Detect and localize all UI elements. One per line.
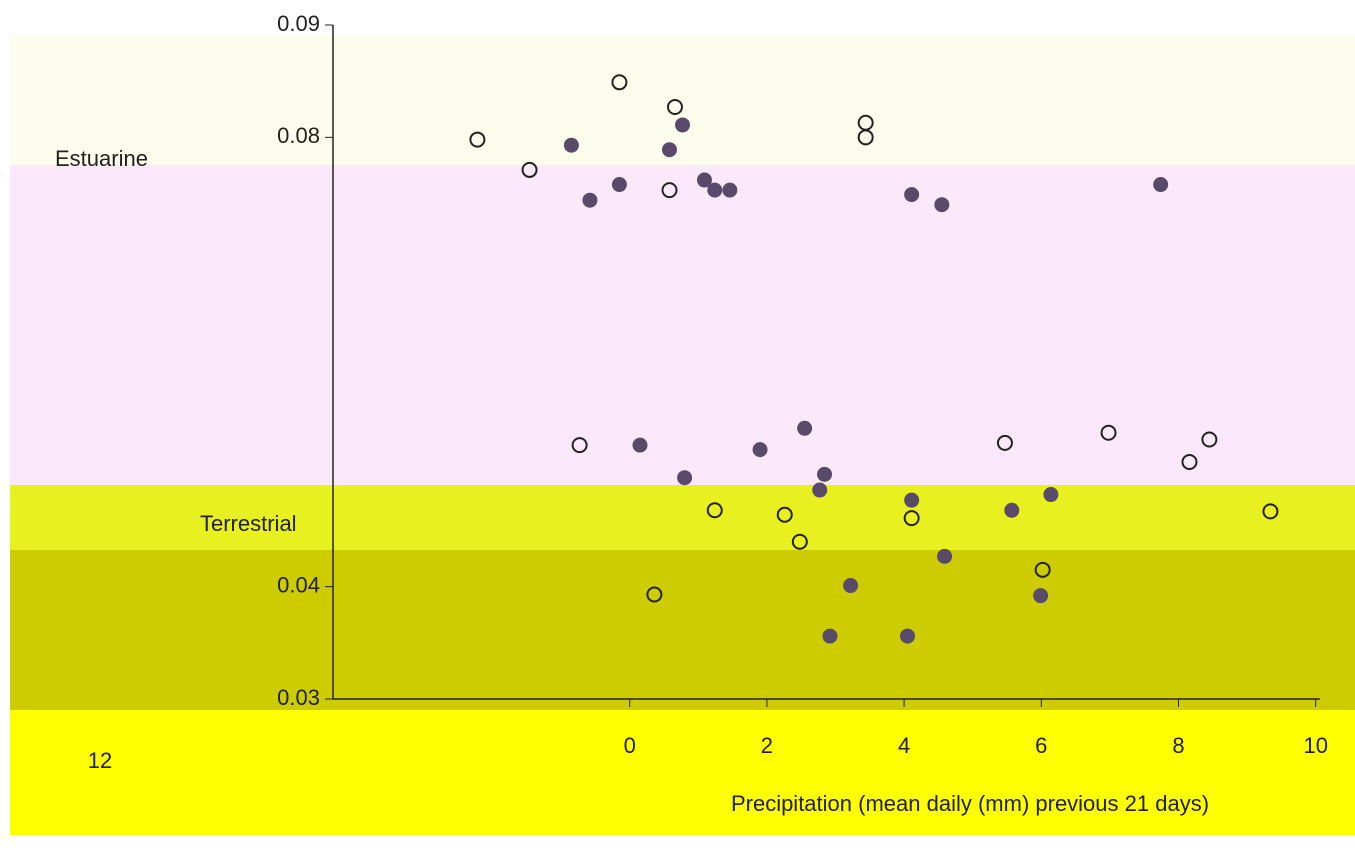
data-point — [1043, 487, 1059, 503]
data-point — [900, 628, 916, 644]
data-point — [791, 533, 808, 550]
band-background — [10, 165, 1355, 485]
x-tick-label: 6 — [1035, 733, 1047, 758]
data-point — [857, 129, 874, 146]
data-point — [722, 182, 738, 198]
band-background — [10, 485, 1355, 550]
data-point — [611, 177, 627, 193]
annotation: 12 — [88, 748, 112, 773]
data-point — [812, 482, 828, 498]
band-background — [10, 35, 1355, 165]
data-point — [752, 442, 768, 458]
data-point — [1153, 177, 1169, 193]
annotation: Estuarine — [55, 146, 148, 171]
data-point — [934, 197, 950, 213]
data-point — [1033, 588, 1049, 604]
data-point — [675, 117, 691, 133]
data-point — [1100, 424, 1117, 441]
data-point — [1181, 453, 1198, 470]
annotation: Terrestrial — [200, 511, 297, 536]
data-point — [469, 131, 486, 148]
band-background — [10, 710, 1355, 835]
data-point — [661, 142, 677, 158]
data-point — [1262, 503, 1279, 520]
data-point — [776, 506, 793, 523]
x-tick-label: 0 — [624, 733, 636, 758]
band-background — [10, 550, 1355, 710]
data-point — [646, 586, 663, 603]
data-point — [661, 182, 678, 199]
x-tick-label: 4 — [898, 733, 910, 758]
x-tick-label: 8 — [1172, 733, 1184, 758]
data-point — [696, 172, 712, 188]
data-point — [937, 548, 953, 564]
data-point — [707, 182, 723, 198]
data-point — [904, 492, 920, 508]
data-point — [797, 420, 813, 436]
data-point — [817, 466, 833, 482]
data-point — [1004, 502, 1020, 518]
data-point — [996, 434, 1013, 451]
y-tick-label: 0.09 — [277, 11, 320, 36]
y-tick-label: 0.08 — [277, 123, 320, 148]
data-point — [582, 192, 598, 208]
data-point — [571, 437, 588, 454]
data-point — [822, 628, 838, 644]
data-point — [1201, 431, 1218, 448]
data-point — [611, 74, 628, 91]
data-point — [1034, 561, 1051, 578]
data-point — [666, 99, 683, 116]
data-point — [677, 470, 693, 486]
x-tick-label: 2 — [761, 733, 773, 758]
data-point — [563, 137, 579, 153]
y-tick-label: 0.04 — [277, 572, 320, 597]
data-point — [904, 187, 920, 203]
data-point — [521, 161, 538, 178]
data-point — [903, 510, 920, 527]
x-axis-label: Precipitation (mean daily (mm) previous … — [731, 791, 1209, 816]
data-point — [706, 502, 723, 519]
x-tick-label: 10 — [1303, 733, 1327, 758]
data-point — [632, 437, 648, 453]
y-tick-label: 0.03 — [277, 685, 320, 710]
data-point — [843, 578, 859, 594]
